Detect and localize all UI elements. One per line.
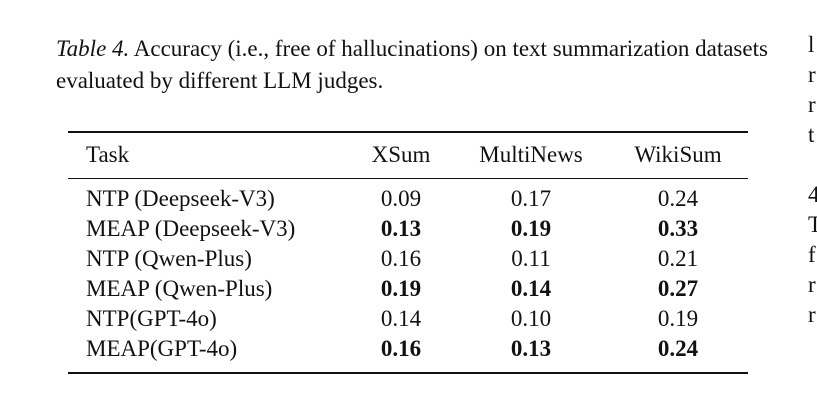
row-wikisum: 0.24 (657, 186, 699, 211)
table-header-rule (68, 178, 748, 179)
margin-fragment: T (808, 212, 817, 237)
table-bottom-rule (68, 372, 748, 374)
margin-fragment: l (808, 32, 815, 57)
header-task: Task (86, 142, 130, 167)
table-top-rule (68, 131, 748, 133)
header-wikisum: WikiSum (634, 142, 722, 167)
table-header-row: Task XSum MultiNews WikiSum (68, 140, 748, 170)
row-xsum: 0.09 (380, 186, 422, 211)
row-multinews: 0.13 (510, 336, 552, 361)
row-xsum: 0.14 (380, 306, 422, 331)
table-row: MEAP (Qwen-Plus) 0.19 0.14 0.27 (68, 274, 748, 304)
row-xsum: 0.16 (380, 336, 422, 361)
margin-fragment: 4 (808, 182, 817, 207)
table-row: MEAP (Deepseek-V3) 0.13 0.19 0.33 (68, 214, 748, 244)
table-row: NTP (Deepseek-V3) 0.09 0.17 0.24 (68, 184, 748, 214)
row-wikisum: 0.33 (657, 216, 699, 241)
row-multinews: 0.10 (510, 306, 552, 331)
row-xsum: 0.16 (380, 246, 422, 271)
caption-text: Accuracy (i.e., free of hallucinations) … (56, 36, 768, 93)
margin-fragment (808, 150, 817, 180)
row-task: MEAP(GPT-4o) (86, 336, 238, 361)
row-multinews: 0.17 (510, 186, 552, 211)
header-multinews: MultiNews (479, 142, 583, 167)
row-multinews: 0.19 (510, 216, 552, 241)
row-task: NTP(GPT-4o) (86, 306, 217, 331)
row-wikisum: 0.24 (657, 336, 699, 361)
table-row: NTP(GPT-4o) 0.14 0.10 0.19 (68, 304, 748, 334)
adjacent-column-fragment: l r r t 4 T f r r (808, 30, 817, 330)
row-task: MEAP (Deepseek-V3) (86, 216, 296, 241)
row-xsum: 0.13 (380, 216, 422, 241)
margin-fragment: r (808, 302, 816, 327)
margin-fragment: r (808, 62, 816, 87)
row-multinews: 0.11 (511, 246, 551, 271)
caption-label: Table 4. (56, 36, 130, 61)
table-row: MEAP(GPT-4o) 0.16 0.13 0.24 (68, 334, 748, 364)
margin-fragment: f (808, 242, 816, 267)
table-caption: Table 4. Accuracy (i.e., free of halluci… (56, 33, 776, 97)
margin-fragment: r (808, 272, 816, 297)
row-wikisum: 0.27 (657, 276, 699, 301)
margin-fragment: t (808, 122, 815, 147)
margin-fragment: r (808, 92, 816, 117)
row-task: MEAP (Qwen-Plus) (86, 276, 273, 301)
row-task: NTP (Qwen-Plus) (86, 246, 252, 271)
row-wikisum: 0.21 (657, 246, 699, 271)
table-row: NTP (Qwen-Plus) 0.16 0.11 0.21 (68, 244, 748, 274)
row-xsum: 0.19 (380, 276, 422, 301)
header-xsum: XSum (371, 142, 431, 167)
row-multinews: 0.14 (510, 276, 552, 301)
row-task: NTP (Deepseek-V3) (86, 186, 275, 211)
row-wikisum: 0.19 (657, 306, 699, 331)
